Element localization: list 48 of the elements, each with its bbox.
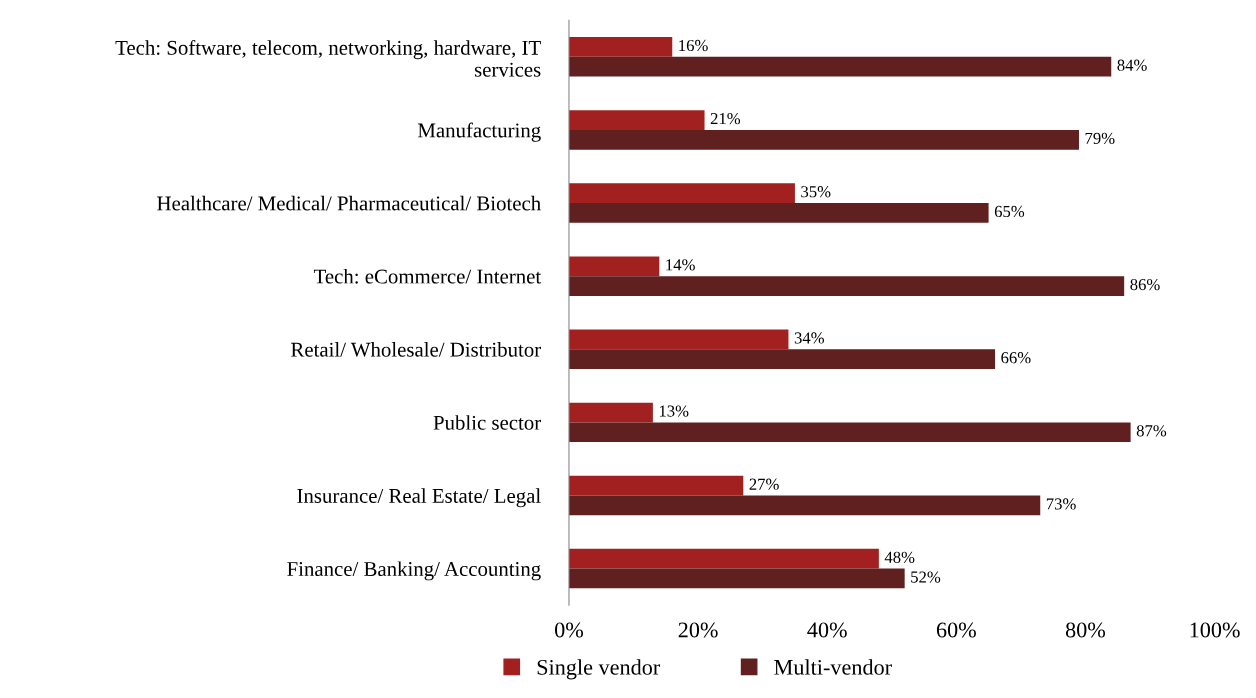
data-label: 27% — [749, 478, 779, 490]
data-label: 65% — [994, 205, 1025, 218]
legend-label: Multi-vendor — [774, 659, 892, 675]
bar — [568, 129, 1079, 150]
bar — [568, 256, 660, 277]
x-tick-label: 100% — [1190, 622, 1240, 638]
data-label: 66% — [1001, 352, 1031, 364]
y-tick-label: Public sector — [433, 415, 542, 430]
data-label: 21% — [710, 112, 741, 125]
data-label: 84% — [1117, 59, 1147, 71]
data-label: 86% — [1130, 278, 1160, 291]
bar — [568, 568, 905, 589]
bar — [568, 402, 653, 423]
legend-label: Single vendor — [537, 659, 661, 680]
bar — [568, 110, 705, 130]
x-tick-label: 20% — [678, 622, 718, 638]
data-label: 73% — [1046, 498, 1076, 510]
bar — [568, 495, 1041, 516]
data-label: 87% — [1136, 425, 1167, 437]
data-label: 48% — [884, 551, 915, 563]
y-tick-label: Tech: Software, telecom, networking, hardware, IT services — [115, 39, 541, 77]
bar — [568, 548, 879, 569]
bar — [568, 276, 1125, 296]
y-tick-label: Healthcare/ Medical/ Pharmaceutical/ Biotech — [157, 195, 541, 211]
y-tick-label: Finance/ Banking/ Accounting — [287, 561, 541, 581]
bar — [568, 329, 789, 350]
bar — [568, 475, 744, 496]
data-label: 13% — [659, 405, 689, 417]
data-label: 79% — [1085, 132, 1115, 145]
data-label: 52% — [911, 571, 941, 583]
bar — [568, 349, 996, 369]
y-tick-label: Retail/ Wholesale/ Distributor — [291, 342, 541, 357]
data-label: 16% — [679, 39, 708, 52]
x-tick-label: 60% — [936, 622, 976, 638]
data-label: 35% — [801, 186, 831, 198]
bar — [568, 422, 1131, 443]
bar — [568, 37, 673, 57]
bar — [568, 56, 1112, 77]
y-tick-label: Manufacturing — [417, 122, 541, 142]
y-tick-label: Tech: eCommerce/ Internet — [313, 268, 542, 284]
x-tick-label: 80% — [1065, 622, 1106, 638]
y-tick-label: Insurance/ Real Estate/ Legal — [297, 488, 541, 508]
data-label: 14% — [666, 259, 695, 271]
data-label: 34% — [794, 332, 824, 344]
bar — [568, 203, 989, 223]
bar — [568, 183, 795, 204]
x-tick-label: 40% — [807, 622, 847, 638]
x-tick-label: 0% — [555, 622, 584, 638]
